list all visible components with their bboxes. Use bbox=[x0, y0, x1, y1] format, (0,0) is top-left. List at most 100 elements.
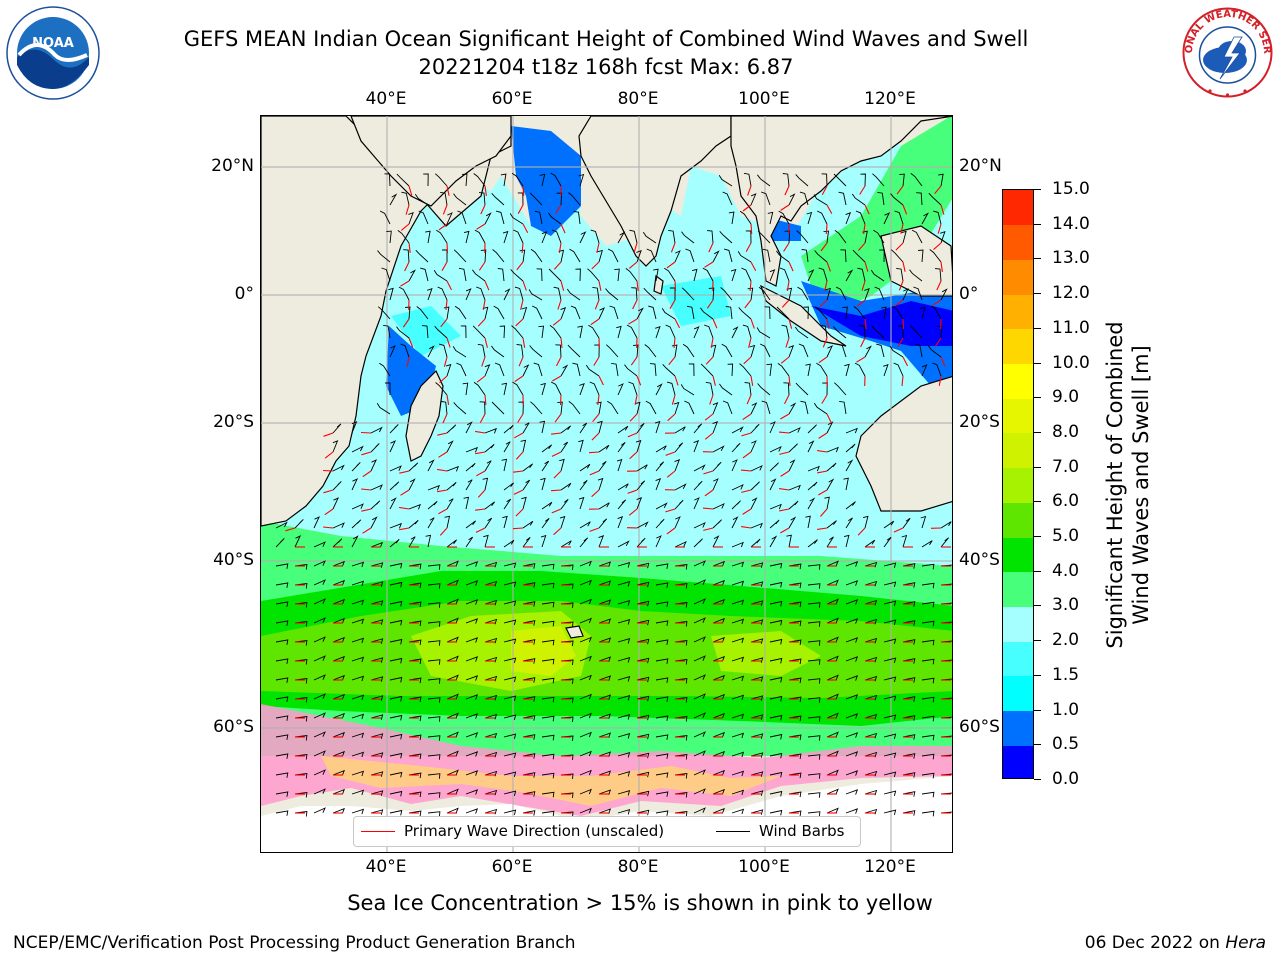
colorbar-tick bbox=[1034, 674, 1041, 676]
wind-barb bbox=[370, 771, 384, 777]
wind-barb bbox=[388, 287, 394, 301]
wind-barb bbox=[503, 733, 517, 740]
wind-barb bbox=[731, 541, 744, 548]
wave-direction-arrow bbox=[742, 204, 752, 212]
wind-barb bbox=[693, 693, 706, 700]
wind-barb bbox=[807, 583, 821, 589]
wave-direction-arrow bbox=[515, 508, 524, 517]
wave-direction-arrow bbox=[712, 318, 718, 329]
wind-barb bbox=[497, 268, 505, 282]
wave-direction-arrow bbox=[520, 299, 524, 310]
wind-barb bbox=[913, 286, 923, 301]
credit-date-text: 06 Dec 2022 on bbox=[1084, 933, 1226, 953]
wind-barb bbox=[655, 677, 669, 683]
wind-barb bbox=[433, 270, 448, 282]
wave-direction-arrow bbox=[864, 318, 867, 329]
wind-barb bbox=[275, 734, 289, 740]
wave-direction-arrow bbox=[513, 489, 524, 495]
colorbar-tick-label: 13.0 bbox=[1052, 248, 1090, 269]
wave-direction-arrow bbox=[788, 375, 791, 386]
wind-barb bbox=[446, 750, 459, 757]
wind-barb bbox=[617, 483, 629, 491]
wind-barb bbox=[484, 713, 498, 720]
wind-barb bbox=[408, 639, 422, 646]
wave-direction-arrow bbox=[671, 394, 676, 405]
wind-barb bbox=[484, 618, 498, 625]
wind-barb bbox=[532, 305, 543, 320]
wind-barb bbox=[712, 478, 719, 491]
wind-barb bbox=[712, 421, 719, 434]
wave-direction-arrow bbox=[705, 356, 714, 365]
wind-barb bbox=[864, 637, 878, 644]
colorbar-tick-label: 1.5 bbox=[1052, 664, 1080, 685]
wave-direction-arrow bbox=[324, 451, 334, 459]
wind-barb bbox=[940, 230, 946, 244]
wind-barb bbox=[446, 212, 453, 225]
wind-barb bbox=[332, 423, 342, 434]
wind-barb bbox=[712, 445, 725, 453]
wind-barb bbox=[420, 267, 429, 282]
wind-barb bbox=[579, 674, 592, 681]
wind-barb bbox=[655, 620, 669, 626]
wind-barb bbox=[617, 562, 631, 568]
wind-barb bbox=[826, 617, 839, 624]
wind-barb bbox=[541, 677, 555, 684]
wind-barb bbox=[351, 694, 365, 701]
wind-barb bbox=[788, 658, 802, 665]
wind-barb bbox=[750, 562, 764, 568]
wind-barb bbox=[864, 751, 878, 758]
wave-direction-arrow bbox=[551, 451, 562, 457]
wave-direction-arrow bbox=[934, 185, 942, 195]
wave-direction-arrow bbox=[514, 432, 524, 439]
wind-barb bbox=[655, 535, 662, 548]
wind-barb bbox=[313, 636, 326, 643]
wave-direction-arrow bbox=[780, 527, 790, 534]
wind-barb bbox=[389, 522, 402, 529]
wind-barb bbox=[560, 364, 569, 377]
wave-direction-arrow bbox=[628, 318, 638, 325]
wind-barb bbox=[446, 674, 459, 681]
wind-barb bbox=[883, 790, 897, 797]
wind-barb bbox=[503, 809, 517, 816]
wind-barb bbox=[370, 638, 384, 644]
wind-barb bbox=[674, 459, 681, 472]
wind-barb bbox=[560, 441, 569, 453]
wave-direction-arrow bbox=[740, 469, 752, 472]
wind-barb bbox=[521, 496, 527, 510]
wind-barb bbox=[921, 677, 935, 684]
wind-barb bbox=[769, 809, 783, 816]
wind-barb bbox=[864, 694, 878, 701]
wind-barb bbox=[654, 420, 661, 434]
wind-barb bbox=[541, 772, 555, 779]
wind-barb bbox=[484, 656, 498, 663]
wave-direction-arrow bbox=[553, 527, 562, 536]
wind-barb bbox=[511, 325, 524, 339]
wind-barb bbox=[704, 324, 714, 339]
wind-barb bbox=[921, 364, 928, 377]
wave-direction-arrow bbox=[408, 185, 413, 196]
wind-barb bbox=[377, 250, 391, 263]
wind-barb bbox=[864, 561, 878, 568]
wave-direction-arrow bbox=[818, 432, 828, 439]
wind-barb bbox=[275, 658, 289, 664]
wind-barb bbox=[876, 343, 885, 358]
wind-barb bbox=[605, 344, 619, 358]
wind-barb bbox=[643, 287, 657, 301]
wind-barb bbox=[446, 712, 459, 719]
wind-barb bbox=[706, 230, 714, 244]
wind-barb bbox=[427, 735, 441, 741]
wind-barb bbox=[414, 193, 429, 206]
wave-direction-arrow bbox=[360, 431, 372, 434]
wind-barb bbox=[920, 515, 927, 529]
wind-barb bbox=[385, 382, 391, 395]
wind-barb bbox=[636, 497, 643, 510]
wind-barb bbox=[427, 811, 441, 817]
wind-barb bbox=[693, 807, 706, 814]
wind-barb bbox=[389, 733, 403, 740]
wind-barb bbox=[389, 619, 403, 626]
wind-barb bbox=[712, 617, 725, 624]
wind-barb bbox=[503, 695, 517, 702]
wind-barb bbox=[718, 175, 733, 187]
wind-barb bbox=[379, 210, 391, 225]
wind-barb bbox=[682, 343, 695, 358]
